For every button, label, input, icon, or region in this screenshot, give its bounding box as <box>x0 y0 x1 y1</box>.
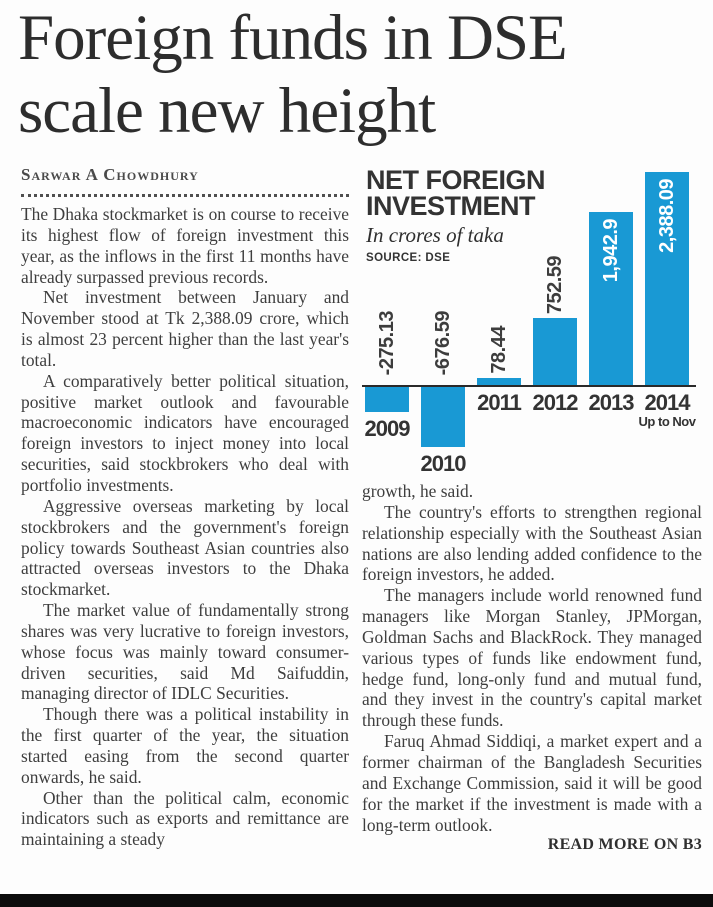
net-foreign-investment-chart: NET FOREIGN INVESTMENT In crores of taka… <box>362 163 702 475</box>
year-label-2009: 2009 <box>364 416 411 441</box>
byline: Sarwar A Chowdhury <box>21 165 199 184</box>
zero-axis-line <box>362 385 696 387</box>
paragraph: The Dhaka stockmarket is on course to re… <box>21 204 349 287</box>
bar-2010 <box>421 387 465 447</box>
paragraph: The managers include world renowned fund… <box>362 585 702 731</box>
year-label-2010: 2010 <box>420 451 467 476</box>
read-more-link: READ MORE ON B3 <box>547 836 702 854</box>
chart-subtitle: In crores of taka <box>366 223 504 247</box>
left-column: Sarwar A Chowdhury The Dhaka stockmarket… <box>21 165 349 850</box>
year-sublabel-2014: Up to Nov <box>638 414 696 429</box>
bar-2011 <box>477 378 521 385</box>
bar-value-2014: 2,388.09 <box>656 179 678 253</box>
paragraph: Though there was a political instability… <box>21 704 349 787</box>
bar-2009 <box>365 387 409 412</box>
chart-header: NET FOREIGN INVESTMENT In crores of taka… <box>366 165 611 265</box>
bar-value-2013: 1,942.9 <box>600 219 622 283</box>
paragraph: The country's efforts to strengthen regi… <box>362 501 702 585</box>
article-headline: Foreign funds in DSE scale new height <box>18 2 710 148</box>
right-column-text: growth, he said. The country's efforts t… <box>362 481 702 835</box>
paragraph: Aggressive overseas marketing by local s… <box>21 495 349 600</box>
year-label-2012: 2012 <box>532 390 579 415</box>
left-column-text: The Dhaka stockmarket is on course to re… <box>21 204 349 850</box>
bar-value-2009: -275.13 <box>376 310 398 375</box>
year-label-2013: 2013 <box>588 390 635 415</box>
chart-title: NET FOREIGN INVESTMENT <box>366 165 546 221</box>
bar-value-2012: 752.59 <box>544 255 566 314</box>
bar-2013 <box>589 212 633 385</box>
chart-source: SOURCE: DSE <box>366 252 451 264</box>
year-label-2011: 2011 <box>477 390 522 415</box>
paragraph: Other than the political calm, economic … <box>21 787 349 850</box>
headline-line-1: Foreign funds in DSE <box>18 2 568 74</box>
bar-2012 <box>533 318 577 385</box>
year-label-2014: 2014 <box>644 390 691 415</box>
paragraph: The market value of fundamentally strong… <box>21 600 349 704</box>
right-column: NET FOREIGN INVESTMENT In crores of taka… <box>362 163 702 854</box>
paragraph: growth, he said. <box>362 481 474 501</box>
bottom-rule-bar <box>0 894 713 907</box>
paragraph: Net investment between January and Novem… <box>21 287 349 370</box>
bar-2014 <box>645 172 689 385</box>
paragraph: Faruq Ahmad Siddiqi, a market expert and… <box>362 731 702 835</box>
byline-separator <box>21 194 349 197</box>
bar-value-2011: 78.44 <box>488 326 510 374</box>
bar-value-2010: -676.59 <box>432 310 454 375</box>
headline-line-2: scale new height <box>18 75 436 147</box>
paragraph: A comparatively better political situati… <box>21 370 349 495</box>
